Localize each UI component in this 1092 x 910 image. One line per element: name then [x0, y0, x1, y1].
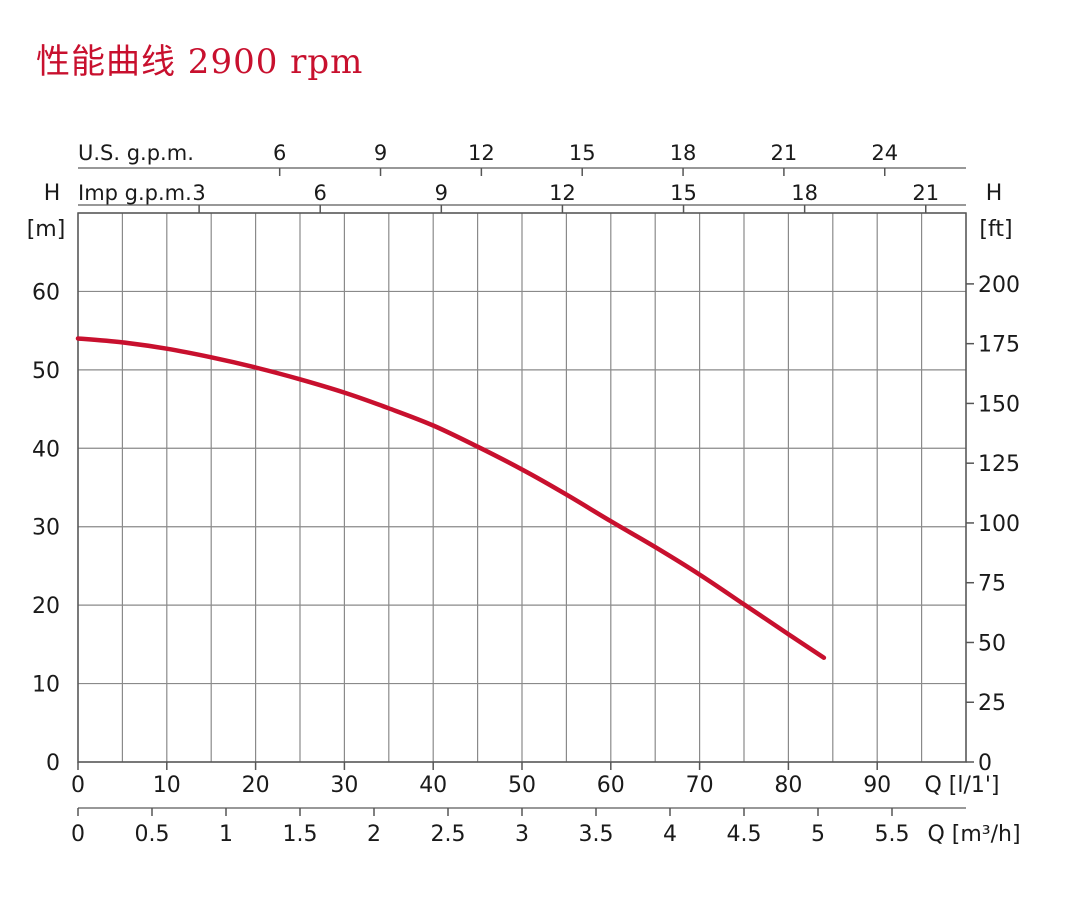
top-1-tick-label: 18: [670, 141, 697, 165]
top-1-tick-label: 24: [871, 141, 898, 165]
bottom-1-tick-label: 70: [686, 773, 714, 798]
bottom-2-tick-label: 3.5: [579, 822, 614, 847]
bottom-1-tick-label: 50: [508, 773, 536, 798]
bottom-2-tick-label: 5: [811, 822, 825, 847]
top-1-tick-label: 15: [569, 141, 596, 165]
top-2-tick-label: 15: [670, 181, 697, 205]
right-tick-label: 150: [978, 392, 1020, 417]
top-axis-2-label: Imp g.p.m.: [78, 181, 192, 205]
top-1-tick-label: 21: [771, 141, 798, 165]
left-tick-label: 40: [32, 437, 60, 462]
top-2-tick-label: 18: [791, 181, 818, 205]
top-1-tick-label: 12: [468, 141, 495, 165]
left-tick-label: 50: [32, 359, 60, 384]
top-2-tick-label: 6: [314, 181, 327, 205]
top-2-tick-label: 3: [192, 181, 205, 205]
right-tick-label: 50: [978, 631, 1006, 656]
chart-title: 性能曲线 2900 rpm: [36, 42, 364, 82]
bottom-1-tick-label: 20: [242, 773, 270, 798]
right-tick-label: 125: [978, 452, 1020, 477]
bottom-2-tick-label: 3: [515, 822, 529, 847]
bottom-1-tick-label: 90: [863, 773, 891, 798]
left-axis-label: H: [44, 181, 61, 206]
left-tick-label: 60: [32, 280, 60, 305]
right-tick-label: 100: [978, 512, 1020, 537]
right-tick-label: 175: [978, 333, 1020, 358]
bottom-2-tick-label: 0: [71, 822, 85, 847]
bottom-2-tick-label: 2: [367, 822, 381, 847]
top-2-tick-label: 21: [912, 181, 939, 205]
bottom-1-tick-label: 30: [330, 773, 358, 798]
left-tick-label: 0: [46, 751, 60, 776]
top-2-tick-label: 9: [435, 181, 448, 205]
bottom-2-tick-label: 4: [663, 822, 677, 847]
bottom-2-tick-label: 0.5: [135, 822, 170, 847]
left-tick-label: 30: [32, 516, 60, 541]
bottom-2-tick-label: 5.5: [875, 822, 910, 847]
bottom-1-tick-label: 0: [71, 773, 85, 798]
right-tick-label: 75: [978, 572, 1006, 597]
right-axis-label: H: [986, 181, 1003, 206]
bottom-1-tick-label: 60: [597, 773, 625, 798]
right-axis-unit: [ft]: [979, 217, 1012, 242]
bottom-1-tick-label: 40: [419, 773, 447, 798]
bottom-axis-2-label: Q [m³/h]: [927, 822, 1020, 847]
bottom-2-tick-label: 2.5: [431, 822, 466, 847]
performance-curve-line: [75, 336, 827, 660]
left-tick-label: 20: [32, 594, 60, 619]
bottom-1-tick-label: 80: [774, 773, 802, 798]
bottom-2-tick-label: 1.5: [283, 822, 318, 847]
right-tick-label: 25: [978, 691, 1006, 716]
bottom-2-tick-label: 4.5: [727, 822, 762, 847]
top-axis-1-label: U.S. g.p.m.: [78, 141, 194, 165]
bottom-1-tick-label: 10: [153, 773, 181, 798]
left-tick-label: 10: [32, 673, 60, 698]
bottom-2-tick-label: 1: [219, 822, 233, 847]
top-1-tick-label: 9: [374, 141, 387, 165]
right-tick-label: 200: [978, 273, 1020, 298]
right-tick-label: 0: [978, 751, 992, 776]
top-1-tick-label: 6: [273, 141, 286, 165]
bottom-axis-1-label: Q [l/1']: [924, 773, 999, 798]
left-axis-unit: [m]: [27, 217, 66, 242]
top-2-tick-label: 12: [549, 181, 576, 205]
